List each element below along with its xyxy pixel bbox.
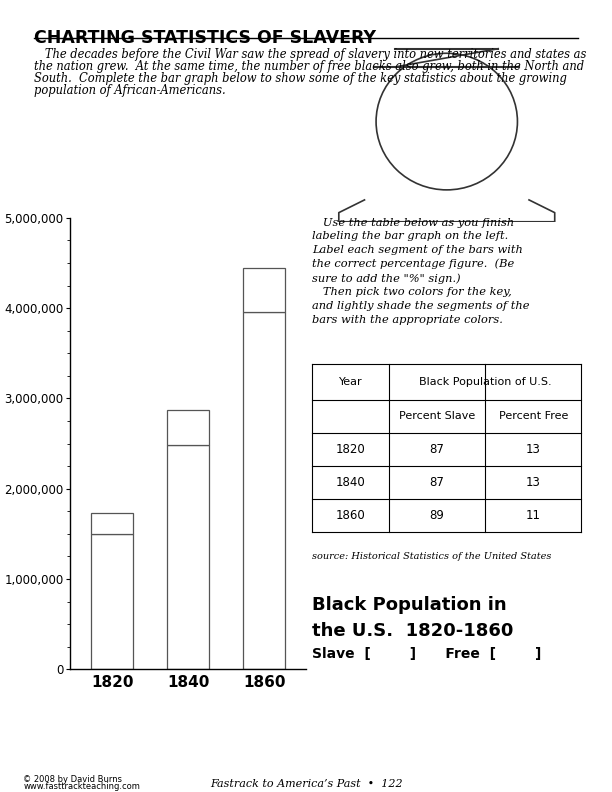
Text: Black Population of U.S.: Black Population of U.S. bbox=[419, 377, 551, 387]
Text: 87: 87 bbox=[430, 443, 444, 456]
Text: 13: 13 bbox=[526, 443, 541, 456]
Text: © 2008 by David Burns: © 2008 by David Burns bbox=[23, 775, 122, 783]
Text: Use the table below as you finish
labeling the bar graph on the left.
Label each: Use the table below as you finish labeli… bbox=[312, 218, 529, 325]
Text: the U.S.  1820-1860: the U.S. 1820-1860 bbox=[312, 622, 513, 640]
Text: 1820: 1820 bbox=[335, 443, 365, 456]
Text: Black Population in: Black Population in bbox=[312, 596, 507, 614]
Bar bbox=[167, 444, 209, 669]
Text: The decades before the Civil War saw the spread of slavery into new territories : The decades before the Civil War saw the… bbox=[34, 48, 586, 60]
Text: 13: 13 bbox=[526, 476, 541, 489]
Text: the nation grew.  At the same time, the number of free blacks also grew, both in: the nation grew. At the same time, the n… bbox=[34, 60, 584, 73]
Text: South.  Complete the bar graph below to show some of the key statistics about th: South. Complete the bar graph below to s… bbox=[34, 72, 567, 85]
Text: 1840: 1840 bbox=[335, 476, 365, 489]
Text: 87: 87 bbox=[430, 476, 444, 489]
Bar bbox=[91, 534, 133, 669]
Text: CHARTING STATISTICS OF SLAVERY: CHARTING STATISTICS OF SLAVERY bbox=[34, 29, 376, 47]
Text: 1860: 1860 bbox=[335, 508, 365, 522]
Text: Slave  [        ]      Free  [        ]: Slave [ ] Free [ ] bbox=[312, 647, 542, 661]
Bar bbox=[167, 409, 209, 444]
Text: source: Historical Statistics of the United States: source: Historical Statistics of the Uni… bbox=[312, 552, 551, 561]
Text: population of African-Americans.: population of African-Americans. bbox=[34, 85, 225, 97]
Text: 89: 89 bbox=[430, 508, 444, 522]
Bar bbox=[244, 268, 285, 312]
Text: 11: 11 bbox=[526, 508, 541, 522]
Text: www.fasttrackteaching.com: www.fasttrackteaching.com bbox=[23, 782, 140, 791]
Text: Fastrack to America’s Past  •  122: Fastrack to America’s Past • 122 bbox=[210, 779, 402, 789]
Bar bbox=[91, 512, 133, 534]
Text: Year: Year bbox=[338, 377, 362, 387]
Text: Percent Slave: Percent Slave bbox=[399, 411, 475, 421]
Bar bbox=[244, 312, 285, 669]
Text: Percent Free: Percent Free bbox=[499, 411, 568, 421]
